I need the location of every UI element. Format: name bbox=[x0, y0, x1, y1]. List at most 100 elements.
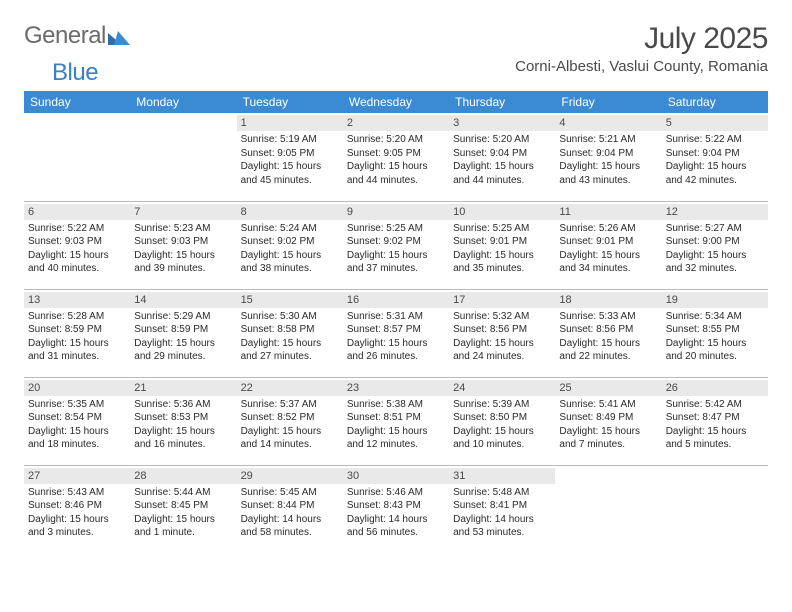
day-number: 24 bbox=[449, 380, 555, 396]
day-details: Sunrise: 5:31 AMSunset: 8:57 PMDaylight:… bbox=[347, 310, 445, 364]
weekday-header: Sunday bbox=[24, 91, 130, 113]
calendar-cell: 8 Sunrise: 5:24 AMSunset: 9:02 PMDaylight… bbox=[237, 201, 343, 289]
calendar-cell: 6 Sunrise: 5:22 AMSunset: 9:03 PMDaylight… bbox=[24, 201, 130, 289]
day-number: 27 bbox=[24, 468, 130, 484]
calendar-cell: 11 Sunrise: 5:26 AMSunset: 9:01 PMDayligh… bbox=[555, 201, 661, 289]
calendar-cell: 23Sunrise: 5:38 AMSunset: 8:51 PMDayligh… bbox=[343, 377, 449, 465]
day-details: Sunrise: 5:19 AMSunset: 9:05 PMDaylight:… bbox=[241, 133, 339, 187]
day-number: 17 bbox=[449, 292, 555, 308]
calendar-row: 27Sunrise: 5:43 AMSunset: 8:46 PMDayligh… bbox=[24, 465, 768, 553]
calendar-cell: 26Sunrise: 5:42 AMSunset: 8:47 PMDayligh… bbox=[662, 377, 768, 465]
calendar-cell-empty bbox=[130, 113, 236, 201]
day-details: Sunrise: 5:20 AMSunset: 9:04 PMDaylight:… bbox=[453, 133, 551, 187]
day-details: Sunrise: 5:22 AMSunset: 9:04 PMDaylight:… bbox=[666, 133, 764, 187]
calendar-cell: 20 Sunrise: 5:35 AMSunset: 8:54 PMDayligh… bbox=[24, 377, 130, 465]
day-number: 30 bbox=[343, 468, 449, 484]
day-details: Sunrise: 5:21 AMSunset: 9:04 PMDaylight:… bbox=[559, 133, 657, 187]
day-number: 28 bbox=[130, 468, 236, 484]
calendar-cell: 18Sunrise: 5:33 AMSunset: 8:56 PMDayligh… bbox=[555, 289, 661, 377]
calendar-cell: 16 Sunrise: 5:31 AMSunset: 8:57 PMDayligh… bbox=[343, 289, 449, 377]
day-number: 16 bbox=[343, 292, 449, 308]
day-details: Sunrise: 5:36 AMSunset: 8:53 PMDaylight:… bbox=[134, 398, 232, 452]
calendar-cell: 25 Sunrise: 5:41 AMSunset: 8:49 PMDayligh… bbox=[555, 377, 661, 465]
day-number: 9 bbox=[343, 204, 449, 220]
location-text: Corni-Albesti, Vaslui County, Romania bbox=[515, 58, 768, 75]
day-number: 5 bbox=[662, 115, 768, 131]
day-details: Sunrise: 5:34 AMSunset: 8:55 PMDaylight:… bbox=[666, 310, 764, 364]
weekday-header: Wednesday bbox=[343, 91, 449, 113]
weekday-header: Monday bbox=[130, 91, 236, 113]
day-details: Sunrise: 5:37 AMSunset: 8:52 PMDaylight:… bbox=[241, 398, 339, 452]
day-number: 6 bbox=[24, 204, 130, 220]
calendar-cell-empty bbox=[555, 465, 661, 553]
day-details: Sunrise: 5:32 AMSunset: 8:56 PMDaylight:… bbox=[453, 310, 551, 364]
day-details: Sunrise: 5:42 AMSunset: 8:47 PMDaylight:… bbox=[666, 398, 764, 452]
day-details: Sunrise: 5:24 AMSunset: 9:02 PMDaylight:… bbox=[241, 222, 339, 276]
calendar-cell: 14 Sunrise: 5:29 AMSunset: 8:59 PMDayligh… bbox=[130, 289, 236, 377]
calendar-cell: 19 Sunrise: 5:34 AMSunset: 8:55 PMDayligh… bbox=[662, 289, 768, 377]
calendar-cell: 15Sunrise: 5:30 AMSunset: 8:58 PMDayligh… bbox=[237, 289, 343, 377]
day-details: Sunrise: 5:41 AMSunset: 8:49 PMDaylight:… bbox=[559, 398, 657, 452]
day-details: Sunrise: 5:29 AMSunset: 8:59 PMDaylight:… bbox=[134, 310, 232, 364]
day-number: 22 bbox=[237, 380, 343, 396]
calendar-cell: 30 Sunrise: 5:46 AMSunset: 8:43 PMDayligh… bbox=[343, 465, 449, 553]
calendar-cell: 31 Sunrise: 5:48 AMSunset: 8:41 PMDayligh… bbox=[449, 465, 555, 553]
calendar-cell: 2Sunrise: 5:20 AMSunset: 9:05 PMDaylight… bbox=[343, 113, 449, 201]
day-number: 15 bbox=[237, 292, 343, 308]
day-number: 29 bbox=[237, 468, 343, 484]
day-number: 25 bbox=[555, 380, 661, 396]
day-details: Sunrise: 5:46 AMSunset: 8:43 PMDaylight:… bbox=[347, 486, 445, 540]
day-details: Sunrise: 5:25 AMSunset: 9:02 PMDaylight:… bbox=[347, 222, 445, 276]
logo-triangle-icon bbox=[108, 24, 130, 52]
day-number: 13 bbox=[24, 292, 130, 308]
day-number: 31 bbox=[449, 468, 555, 484]
calendar-body: 1 Sunrise: 5:19 AMSunset: 9:05 PMDaylight… bbox=[24, 113, 768, 553]
calendar-cell: 28 Sunrise: 5:44 AMSunset: 8:45 PMDayligh… bbox=[130, 465, 236, 553]
day-details: Sunrise: 5:44 AMSunset: 8:45 PMDaylight:… bbox=[134, 486, 232, 540]
day-details: Sunrise: 5:35 AMSunset: 8:54 PMDaylight:… bbox=[28, 398, 126, 452]
day-number: 12 bbox=[662, 204, 768, 220]
calendar-cell: 22 Sunrise: 5:37 AMSunset: 8:52 PMDayligh… bbox=[237, 377, 343, 465]
calendar-table: SundayMondayTuesdayWednesdayThursdayFrid… bbox=[24, 91, 768, 553]
weekday-header: Thursday bbox=[449, 91, 555, 113]
logo: General bbox=[24, 22, 130, 50]
day-details: Sunrise: 5:39 AMSunset: 8:50 PMDaylight:… bbox=[453, 398, 551, 452]
calendar-cell: 13Sunrise: 5:28 AMSunset: 8:59 PMDayligh… bbox=[24, 289, 130, 377]
weekday-header: Saturday bbox=[662, 91, 768, 113]
calendar-cell: 24 Sunrise: 5:39 AMSunset: 8:50 PMDayligh… bbox=[449, 377, 555, 465]
calendar-cell: 7 Sunrise: 5:23 AMSunset: 9:03 PMDaylight… bbox=[130, 201, 236, 289]
day-details: Sunrise: 5:26 AMSunset: 9:01 PMDaylight:… bbox=[559, 222, 657, 276]
day-number: 1 bbox=[237, 115, 343, 131]
day-number: 21 bbox=[130, 380, 236, 396]
weekday-header: Tuesday bbox=[237, 91, 343, 113]
calendar-cell: 4Sunrise: 5:21 AMSunset: 9:04 PMDaylight… bbox=[555, 113, 661, 201]
day-details: Sunrise: 5:48 AMSunset: 8:41 PMDaylight:… bbox=[453, 486, 551, 540]
calendar-cell: 9 Sunrise: 5:25 AMSunset: 9:02 PMDaylight… bbox=[343, 201, 449, 289]
calendar-cell: 12 Sunrise: 5:27 AMSunset: 9:00 PMDayligh… bbox=[662, 201, 768, 289]
day-details: Sunrise: 5:23 AMSunset: 9:03 PMDaylight:… bbox=[134, 222, 232, 276]
calendar-row: 1 Sunrise: 5:19 AMSunset: 9:05 PMDaylight… bbox=[24, 113, 768, 201]
day-number: 3 bbox=[449, 115, 555, 131]
weekday-header: Friday bbox=[555, 91, 661, 113]
day-details: Sunrise: 5:45 AMSunset: 8:44 PMDaylight:… bbox=[241, 486, 339, 540]
day-number: 10 bbox=[449, 204, 555, 220]
day-details: Sunrise: 5:25 AMSunset: 9:01 PMDaylight:… bbox=[453, 222, 551, 276]
logo-text-blue: Blue bbox=[52, 59, 98, 87]
calendar-cell-empty bbox=[662, 465, 768, 553]
calendar-cell: 21 Sunrise: 5:36 AMSunset: 8:53 PMDayligh… bbox=[130, 377, 236, 465]
day-number: 19 bbox=[662, 292, 768, 308]
day-number: 14 bbox=[130, 292, 236, 308]
calendar-cell: 1 Sunrise: 5:19 AMSunset: 9:05 PMDaylight… bbox=[237, 113, 343, 201]
day-number: 8 bbox=[237, 204, 343, 220]
day-number: 7 bbox=[130, 204, 236, 220]
day-number: 11 bbox=[555, 204, 661, 220]
day-number: 23 bbox=[343, 380, 449, 396]
day-number: 20 bbox=[24, 380, 130, 396]
calendar-cell: 27Sunrise: 5:43 AMSunset: 8:46 PMDayligh… bbox=[24, 465, 130, 553]
calendar-cell: 3 Sunrise: 5:20 AMSunset: 9:04 PMDaylight… bbox=[449, 113, 555, 201]
day-details: Sunrise: 5:20 AMSunset: 9:05 PMDaylight:… bbox=[347, 133, 445, 187]
weekday-header-row: SundayMondayTuesdayWednesdayThursdayFrid… bbox=[24, 91, 768, 113]
calendar-cell: 17 Sunrise: 5:32 AMSunset: 8:56 PMDayligh… bbox=[449, 289, 555, 377]
day-details: Sunrise: 5:22 AMSunset: 9:03 PMDaylight:… bbox=[28, 222, 126, 276]
day-details: Sunrise: 5:27 AMSunset: 9:00 PMDaylight:… bbox=[666, 222, 764, 276]
